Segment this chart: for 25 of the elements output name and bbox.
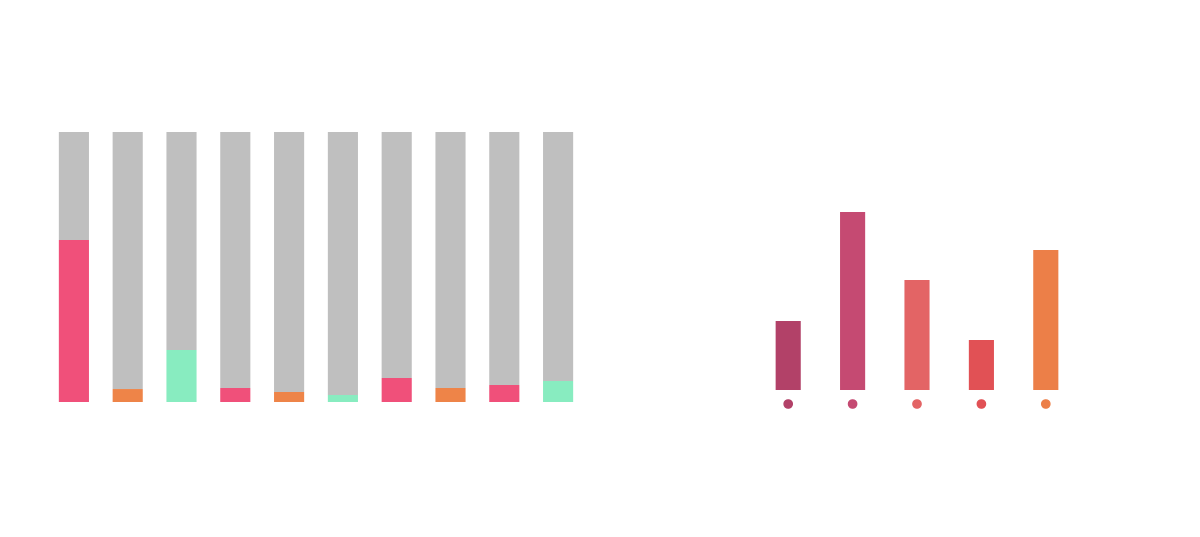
bar bbox=[543, 380, 574, 402]
bar bbox=[381, 377, 412, 402]
bar bbox=[58, 240, 89, 402]
bar bbox=[489, 132, 520, 385]
bar bbox=[166, 132, 197, 350]
bar bbox=[968, 339, 994, 390]
bar bbox=[274, 392, 305, 402]
bar bbox=[1033, 249, 1059, 390]
bar bbox=[489, 384, 520, 402]
bar bbox=[166, 349, 197, 402]
bar bbox=[274, 132, 305, 393]
bar bbox=[112, 389, 143, 402]
bar bbox=[327, 132, 358, 395]
bar bbox=[220, 387, 251, 402]
bar bbox=[543, 132, 574, 381]
bar bbox=[381, 132, 412, 378]
bar bbox=[112, 132, 143, 390]
bar bbox=[840, 212, 866, 390]
bar bbox=[775, 320, 801, 390]
bar bbox=[327, 394, 358, 402]
bar bbox=[904, 280, 930, 390]
bar bbox=[220, 132, 251, 388]
bar bbox=[435, 132, 466, 388]
bar bbox=[58, 132, 89, 240]
bar bbox=[435, 387, 466, 402]
